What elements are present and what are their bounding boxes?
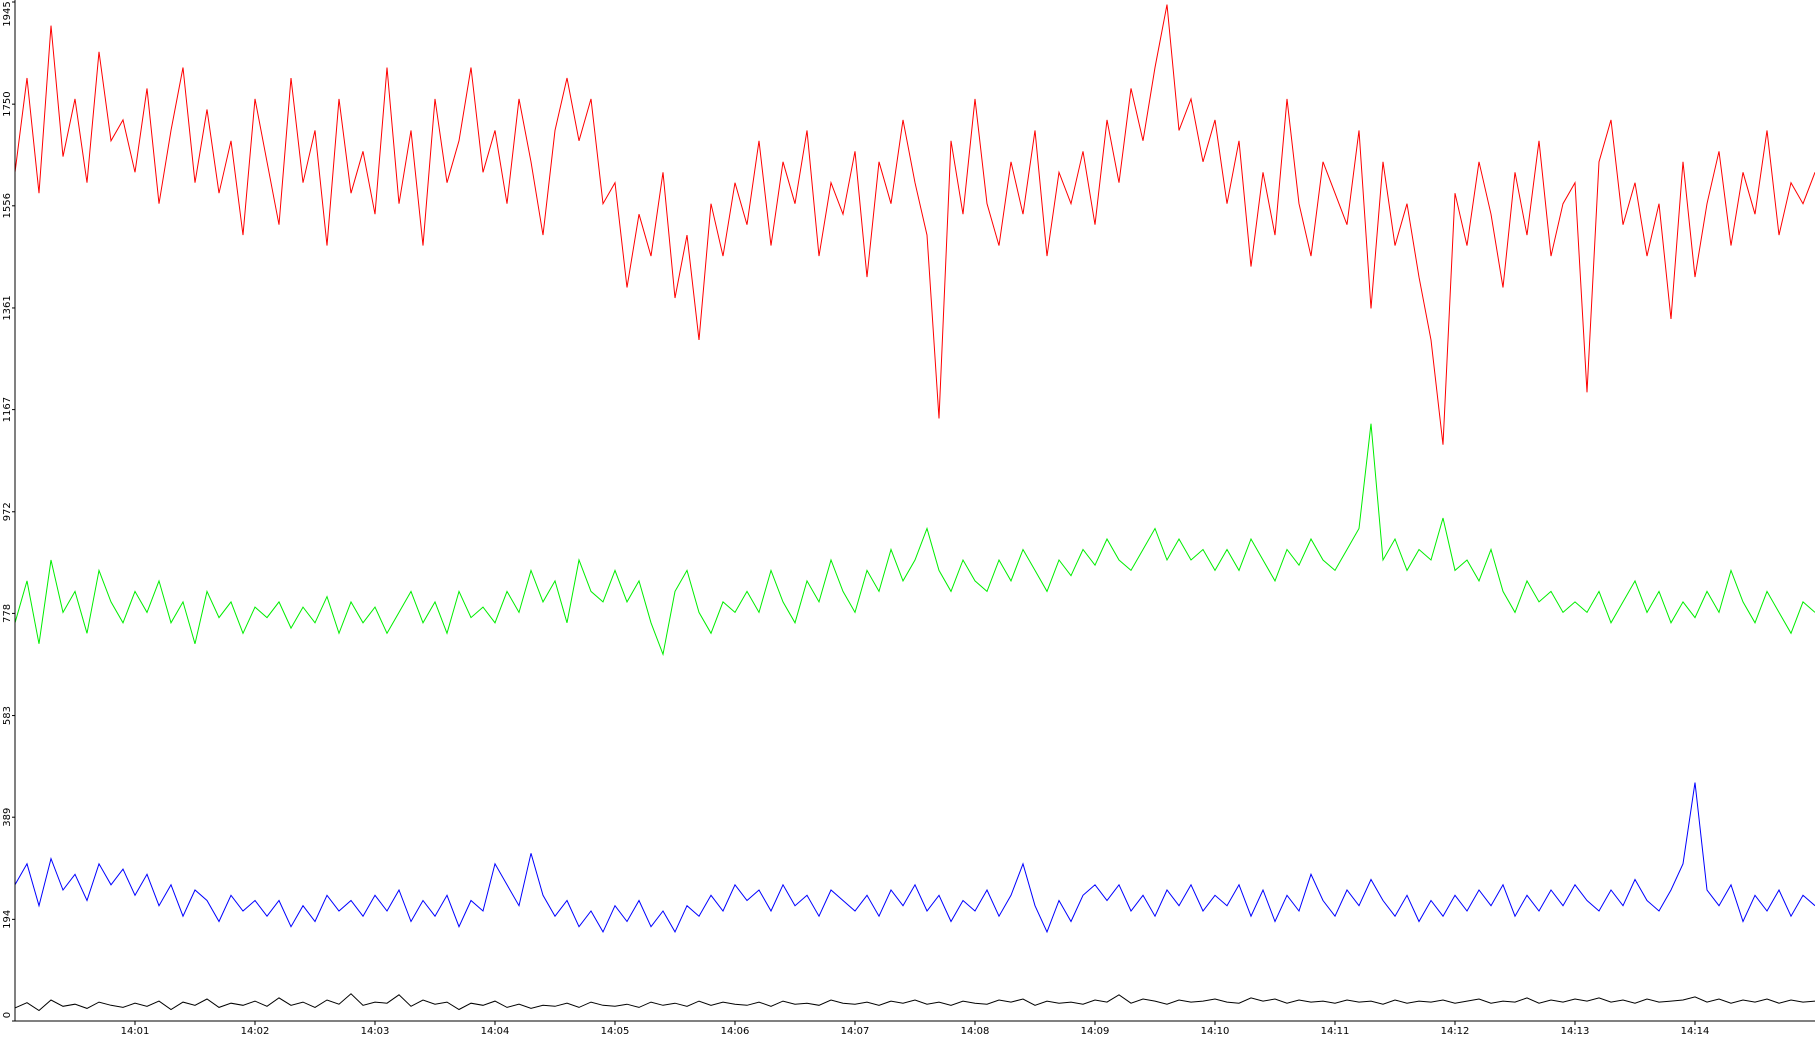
y-tick-label: 583: [2, 706, 13, 725]
y-tick-label: 1945: [2, 1, 13, 26]
y-tick-label: 1361: [2, 295, 13, 320]
x-tick-label: 14:06: [721, 1026, 750, 1037]
x-tick-label: 14:05: [601, 1026, 630, 1037]
x-tick-label: 14:02: [241, 1026, 270, 1037]
y-tick-label: 1167: [2, 397, 13, 422]
y-tick-label: 1750: [2, 91, 13, 116]
series-line: [14, 782, 1815, 934]
x-tick-label: 14:07: [841, 1026, 870, 1037]
x-tick-label: 14:01: [121, 1026, 150, 1037]
x-tick-label: 14:14: [1681, 1026, 1710, 1037]
x-tick-label: 14:08: [961, 1026, 990, 1037]
y-tick-label: 0: [2, 1012, 13, 1018]
series-line: [14, 993, 1815, 1012]
y-tick-label: 1556: [2, 193, 13, 218]
series-line: [14, 423, 1815, 657]
y-tick-label: 194: [2, 910, 13, 929]
x-tick-label: 14:11: [1321, 1026, 1350, 1037]
x-tick-label: 14:10: [1201, 1026, 1230, 1037]
x-tick-label: 14:04: [481, 1026, 510, 1037]
series-line: [14, 4, 1815, 445]
x-tick-label: 14:13: [1561, 1026, 1590, 1037]
x-tick-label: 14:09: [1081, 1026, 1110, 1037]
x-tick-label: 14:03: [361, 1026, 390, 1037]
x-tick-label: 14:12: [1441, 1026, 1470, 1037]
y-tick-label: 972: [2, 502, 13, 521]
y-tick-label: 778: [2, 604, 13, 623]
y-tick-label: 389: [2, 808, 13, 827]
